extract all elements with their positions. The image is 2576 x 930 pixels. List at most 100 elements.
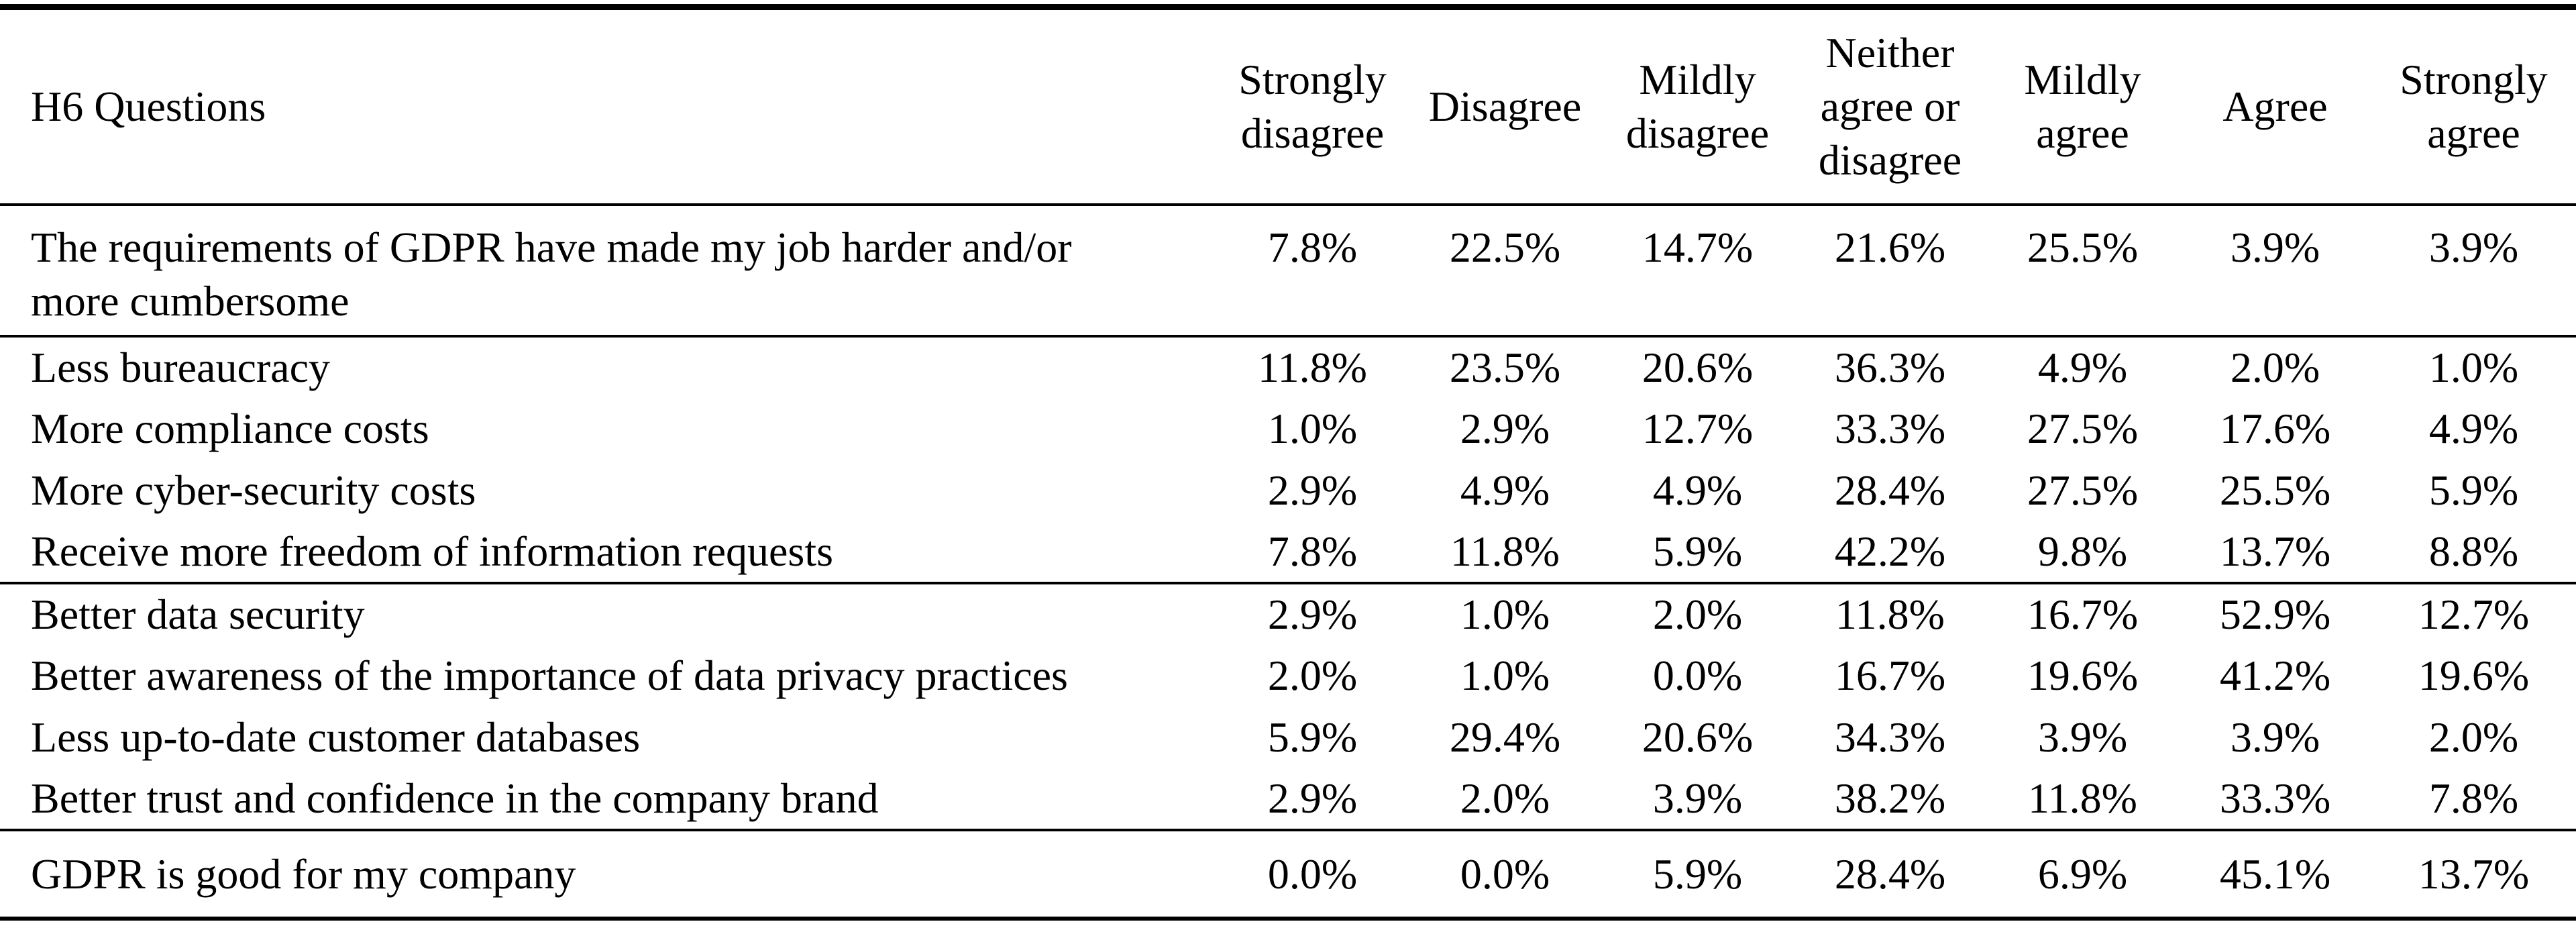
value-cell: 7.8% <box>1267 223 1358 271</box>
value-cell: 1.0% <box>1460 652 1550 699</box>
value-cell: 22.5% <box>1449 223 1561 271</box>
value-cell: 2.9% <box>1267 774 1358 822</box>
question-cell: Less up-to-date customer databases <box>31 713 641 761</box>
value-cell: 1.0% <box>1267 405 1358 452</box>
table-row: The requirements of GDPR have made my jo… <box>0 205 2576 336</box>
value-cell: 25.5% <box>2219 466 2331 514</box>
table-row: Better data security 2.9% 1.0% 2.0% 11.8% 16.… <box>0 583 2576 645</box>
value-cell: 20.6% <box>1642 713 1754 761</box>
value-cell: 27.5% <box>2027 405 2139 452</box>
value-cell: 11.8% <box>1835 590 1945 638</box>
value-cell: 41.2% <box>2219 652 2331 699</box>
value-cell: 12.7% <box>1642 405 1754 452</box>
table-row: Less bureaucracy 11.8% 23.5% 20.6% 36.3% 4.9%… <box>0 336 2576 398</box>
value-cell: 3.9% <box>2230 223 2320 271</box>
row-group-1: The requirements of GDPR have made my jo… <box>0 205 2576 336</box>
header-col-strongly-agree: Strongly agree <box>2400 56 2548 157</box>
question-cell: Better trust and confidence in the compa… <box>31 774 879 822</box>
question-cell: The requirements of GDPR have made my jo… <box>31 223 1072 325</box>
value-cell: 2.9% <box>1460 405 1550 452</box>
value-cell: 3.9% <box>2428 223 2519 271</box>
value-cell: 8.8% <box>2428 527 2519 575</box>
value-cell: 28.4% <box>1834 466 1946 514</box>
value-cell: 2.0% <box>2230 344 2320 391</box>
table-header: H6 Questions Strongly disagree Disagree Mi… <box>0 7 2576 205</box>
survey-results-table: H6 Questions Strongly disagree Disagree Mi… <box>0 4 2576 921</box>
value-cell: 12.7% <box>2418 590 2530 638</box>
value-cell: 29.4% <box>1449 713 1561 761</box>
value-cell: 5.9% <box>1652 849 1743 898</box>
value-cell: 0.0% <box>1652 652 1743 699</box>
question-cell: GDPR is good for my company <box>31 849 576 898</box>
value-cell: 45.1% <box>2219 849 2331 898</box>
value-cell: 1.0% <box>2428 344 2519 391</box>
value-cell: 21.6% <box>1834 223 1946 271</box>
value-cell: 3.9% <box>2230 713 2320 761</box>
value-cell: 27.5% <box>2027 466 2139 514</box>
value-cell: 52.9% <box>2219 590 2331 638</box>
question-cell: Less bureaucracy <box>31 344 330 391</box>
value-cell: 2.0% <box>1460 774 1550 822</box>
value-cell: 9.8% <box>2037 527 2128 575</box>
header-col-mildly-disagree: Mildly disagree <box>1625 56 1770 157</box>
value-cell: 4.9% <box>2428 405 2519 452</box>
value-cell: 1.0% <box>1460 590 1550 638</box>
value-cell: 38.2% <box>1834 774 1946 822</box>
value-cell: 4.9% <box>1460 466 1550 514</box>
value-cell: 33.3% <box>1834 405 1946 452</box>
value-cell: 13.7% <box>2219 527 2331 575</box>
value-cell: 6.9% <box>2037 849 2128 898</box>
table-row: More cyber-security costs 2.9% 4.9% 4.9% 28.… <box>0 460 2576 521</box>
table-row: Better awareness of the importance of da… <box>0 645 2576 707</box>
value-cell: 33.3% <box>2219 774 2331 822</box>
value-cell: 28.4% <box>1834 849 1946 898</box>
question-cell: Better awareness of the importance of da… <box>31 652 1068 699</box>
header-row: H6 Questions Strongly disagree Disagree Mi… <box>0 7 2576 205</box>
value-cell: 5.9% <box>1267 713 1358 761</box>
value-cell: 2.0% <box>2428 713 2519 761</box>
value-cell: 11.8% <box>2028 774 2137 822</box>
header-col-agree: Agree <box>2222 83 2328 130</box>
value-cell: 42.2% <box>1834 527 1946 575</box>
value-cell: 25.5% <box>2027 223 2139 271</box>
value-cell: 19.6% <box>2418 652 2530 699</box>
value-cell: 13.7% <box>2418 849 2530 898</box>
value-cell: 11.8% <box>1258 344 1367 391</box>
value-cell: 4.9% <box>2037 344 2128 391</box>
question-cell: Receive more freedom of information requ… <box>31 527 833 575</box>
table-row: GDPR is good for my company 0.0% 0.0% 5.9% 2… <box>0 830 2576 919</box>
value-cell: 4.9% <box>1652 466 1743 514</box>
header-col-strongly-disagree: Strongly disagree <box>1238 56 1387 157</box>
question-cell: More compliance costs <box>31 405 429 452</box>
value-cell: 0.0% <box>1267 849 1358 898</box>
table-row: Receive more freedom of information requ… <box>0 521 2576 583</box>
value-cell: 5.9% <box>2428 466 2519 514</box>
value-cell: 20.6% <box>1642 344 1754 391</box>
header-question-col: H6 Questions <box>31 83 266 130</box>
value-cell: 0.0% <box>1460 849 1550 898</box>
value-cell: 17.6% <box>2219 405 2331 452</box>
value-cell: 2.0% <box>1652 590 1743 638</box>
row-group-2: Less bureaucracy 11.8% 23.5% 20.6% 36.3% 4.9%… <box>0 336 2576 583</box>
value-cell: 7.8% <box>2428 774 2519 822</box>
question-cell: More cyber-security costs <box>31 466 476 514</box>
table-row: More compliance costs 1.0% 2.9% 12.7% 33.3% 2… <box>0 398 2576 460</box>
header-col-disagree: Disagree <box>1428 83 1582 130</box>
value-cell: 2.9% <box>1267 466 1358 514</box>
table-row: Better trust and confidence in the compa… <box>0 768 2576 830</box>
row-group-4: GDPR is good for my company 0.0% 0.0% 5.9% 2… <box>0 830 2576 919</box>
value-cell: 19.6% <box>2027 652 2139 699</box>
value-cell: 2.0% <box>1267 652 1358 699</box>
table-row: Less up-to-date customer databases 5.9% 29… <box>0 707 2576 768</box>
header-col-mildly-agree: Mildly agree <box>2024 56 2141 157</box>
value-cell: 3.9% <box>1652 774 1743 822</box>
value-cell: 2.9% <box>1267 590 1358 638</box>
value-cell: 5.9% <box>1652 527 1743 575</box>
value-cell: 23.5% <box>1449 344 1561 391</box>
value-cell: 16.7% <box>1834 652 1946 699</box>
value-cell: 14.7% <box>1642 223 1754 271</box>
header-col-neither-agree-or-disagree: Neither agree or disagree <box>1818 29 1962 184</box>
value-cell: 7.8% <box>1267 527 1358 575</box>
value-cell: 36.3% <box>1834 344 1946 391</box>
